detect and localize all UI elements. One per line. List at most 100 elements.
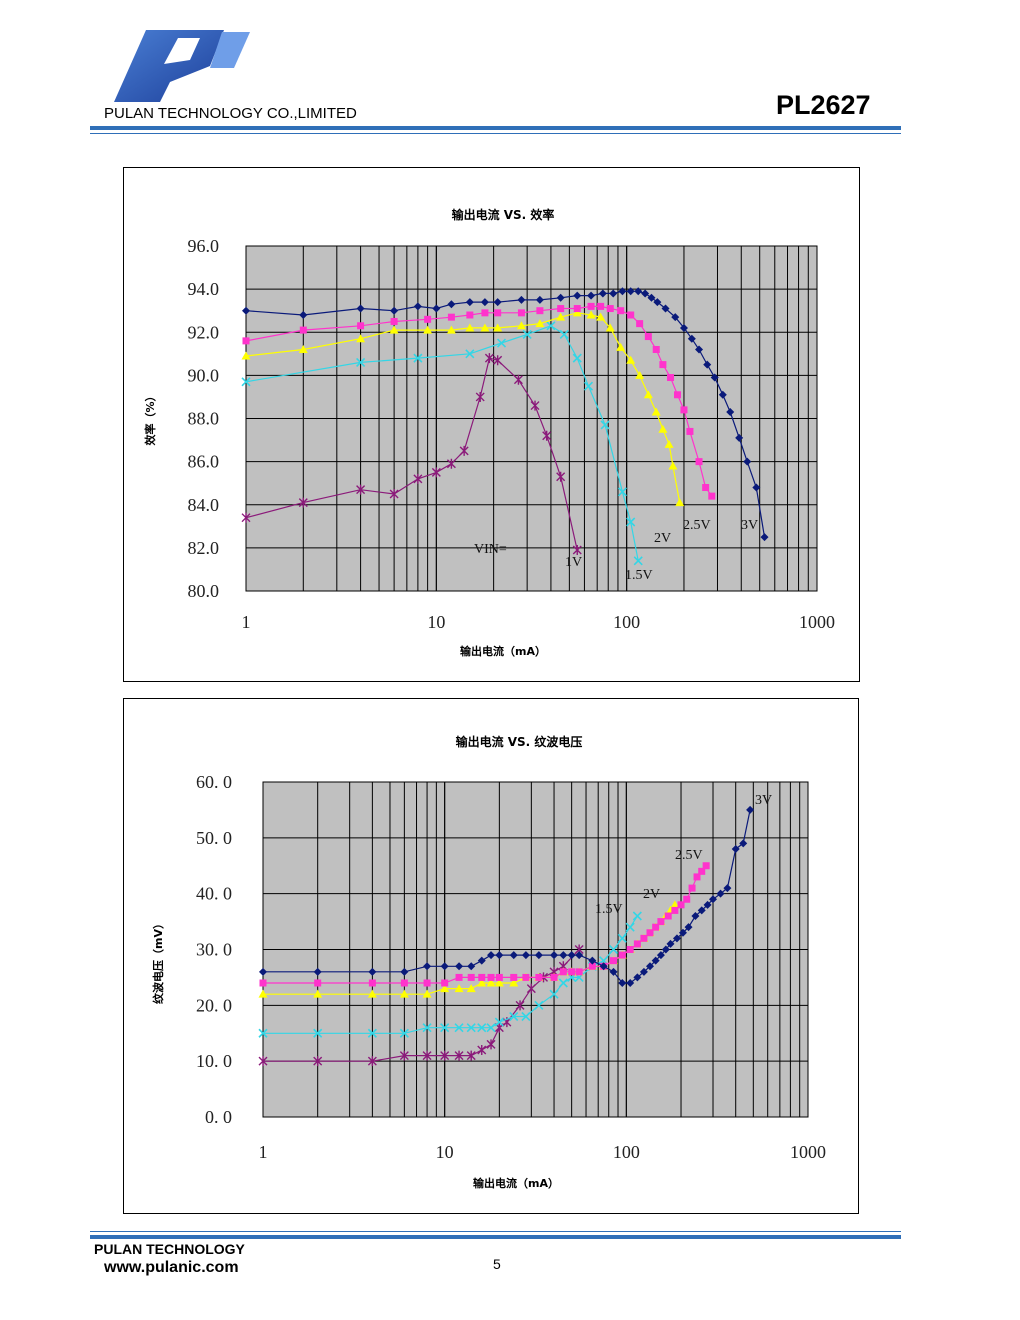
data-point — [693, 873, 701, 881]
data-point — [671, 313, 680, 322]
data-point — [661, 304, 670, 313]
y-tick-labels: 96.0 94.0 92.0 90.0 88.0 86.0 84.0 82.0 80.0 — [188, 236, 220, 601]
data-point — [573, 305, 581, 313]
data-point — [517, 295, 526, 304]
data-point — [447, 300, 456, 309]
data-point — [455, 973, 463, 981]
series-1-5V — [241, 321, 643, 566]
series-3V — [242, 287, 769, 542]
data-point — [423, 962, 432, 971]
data-point — [242, 337, 250, 345]
data-point — [299, 311, 308, 319]
data-point — [666, 939, 675, 948]
x-axis-label: 输出电流（mA） — [473, 1176, 559, 1190]
chart-title: 输出电流 VS. 效率 — [452, 207, 555, 222]
data-point — [677, 901, 685, 909]
ripple-chart-frame: 输出电流 VS. 纹波电压 60. 0 50. 0 40. 0 30. 0 20. 0 1… — [123, 698, 859, 1214]
series-3V — [259, 805, 755, 987]
data-point — [597, 302, 605, 310]
pulan-p-logo-icon — [114, 30, 250, 102]
data-point — [535, 319, 545, 328]
data-point — [556, 471, 566, 482]
data-point — [598, 289, 607, 298]
y-axis-label: 效率（%） — [143, 390, 157, 445]
data-point — [477, 978, 487, 987]
data-point — [494, 309, 502, 317]
data-point — [688, 884, 696, 892]
data-point — [550, 951, 559, 960]
data-point — [718, 390, 727, 399]
data-point — [496, 338, 507, 348]
series-2-5V — [242, 302, 716, 500]
data-point — [709, 895, 718, 904]
data-point — [557, 305, 565, 313]
y-tick-label: 80.0 — [188, 581, 220, 601]
y-tick-label: 50. 0 — [196, 828, 232, 848]
data-point — [647, 293, 656, 302]
data-point — [572, 353, 582, 363]
data-point — [481, 309, 489, 317]
data-point — [493, 323, 503, 332]
footer-website[interactable]: www.pulanic.com — [104, 1259, 239, 1276]
data-point — [521, 1011, 531, 1022]
page-number: 5 — [493, 1256, 501, 1272]
data-point — [746, 805, 755, 814]
data-point — [674, 391, 682, 399]
data-point — [446, 458, 456, 469]
data-point — [465, 323, 475, 332]
data-point — [695, 458, 703, 466]
data-point — [632, 911, 642, 921]
series-line — [245, 357, 578, 551]
data-point — [486, 1023, 496, 1033]
data-point — [652, 346, 660, 353]
data-point — [356, 484, 366, 495]
data-point — [639, 967, 648, 976]
header-rule-thin — [90, 133, 901, 134]
data-point — [399, 989, 409, 998]
data-point — [572, 308, 582, 317]
data-point — [698, 867, 706, 875]
data-point — [546, 321, 556, 331]
data-point — [626, 517, 636, 527]
data-point — [687, 334, 696, 343]
data-point — [556, 312, 566, 321]
data-point — [575, 968, 583, 976]
data-point — [357, 322, 365, 330]
efficiency-chart-frame: 输出电流 VS. 效率 96.0 94.0 92.0 90.0 88.0 86.0 84.0… — [123, 167, 860, 682]
data-point — [568, 968, 576, 976]
data-point — [587, 291, 596, 300]
data-point — [588, 956, 597, 965]
data-point — [558, 978, 568, 988]
y-tick-label: 92.0 — [188, 322, 220, 342]
data-point — [413, 302, 422, 311]
header-rule — [90, 126, 901, 130]
data-point — [678, 928, 687, 937]
series-label: 3V — [741, 518, 758, 533]
data-point — [633, 973, 642, 982]
data-point — [723, 884, 732, 893]
data-point — [633, 940, 641, 948]
data-point — [658, 424, 668, 433]
data-point — [606, 305, 614, 313]
data-point — [258, 1056, 268, 1067]
data-point — [664, 439, 674, 448]
data-point — [644, 333, 652, 341]
data-point — [494, 1017, 504, 1027]
data-point — [743, 457, 752, 466]
data-point — [659, 361, 667, 369]
data-point — [583, 381, 594, 391]
data-point — [600, 420, 610, 430]
data-point — [535, 295, 544, 304]
data-point — [618, 979, 627, 987]
data-point — [643, 390, 653, 399]
data-point — [657, 918, 665, 926]
data-point — [626, 979, 635, 987]
data-point — [259, 979, 267, 987]
data-point — [465, 298, 474, 307]
data-point — [671, 906, 679, 914]
y-tick-label: 60. 0 — [196, 772, 232, 792]
y-tick-label: 96.0 — [188, 236, 220, 256]
data-point — [467, 973, 475, 981]
data-point — [670, 900, 680, 909]
data-point — [605, 323, 615, 332]
